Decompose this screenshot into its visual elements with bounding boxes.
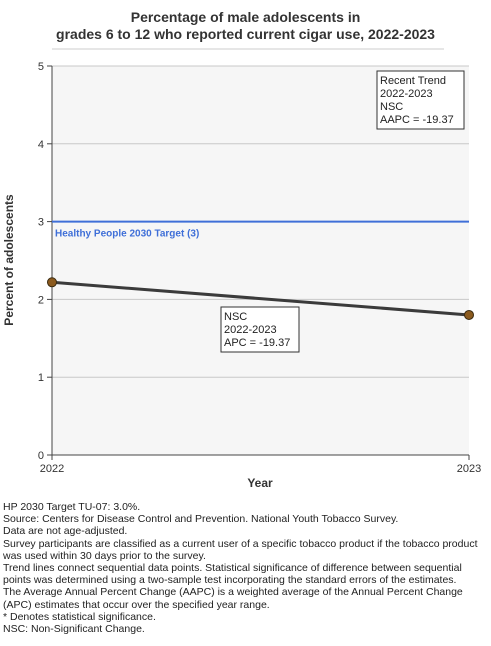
- y-tick-label: 3: [38, 217, 44, 229]
- data-point: [464, 309, 474, 320]
- y-tick-label: 5: [38, 61, 44, 73]
- segment-box-line: 2022-2023: [224, 324, 277, 336]
- y-tick-label: 1: [38, 372, 44, 384]
- y-axis-title: Percent of adolescents: [2, 194, 16, 326]
- chart: Percentage of male adolescents in grades…: [2, 9, 481, 490]
- footnote: Survey participants are classified as a …: [3, 537, 478, 562]
- segment-box-line: NSC: [224, 311, 247, 323]
- y-tick-label: 0: [38, 450, 44, 462]
- x-axis-title: Year: [247, 476, 273, 490]
- chart-title-line-1: Percentage of male adolescents in: [131, 9, 361, 25]
- plot-area: [52, 66, 469, 455]
- chart-title-line-2: grades 6 to 12 who reported current ciga…: [56, 26, 435, 42]
- footnote: NSC: Non-Significant Change.: [3, 623, 145, 636]
- data-point: [47, 277, 57, 288]
- target-layer: Healthy People 2030 Target (3): [52, 220, 469, 240]
- x-tick-label: 2022: [40, 463, 64, 475]
- footnote: * Denotes statistical significance.: [3, 610, 156, 623]
- y-tick-label: 2: [38, 294, 44, 306]
- footnote: The Average Annual Percent Change (AAPC)…: [3, 586, 463, 611]
- recent-trend-box-frame: [376, 70, 465, 130]
- recent-trend-box-line: AAPC = -19.37: [380, 114, 454, 126]
- footnote: Data are not age-adjusted.: [3, 525, 128, 538]
- footnotes: HP 2030 Target TU-07: 3.0%. Source: Cent…: [3, 501, 489, 635]
- series-layer: [47, 277, 474, 320]
- axes: 0 1 2 3 4 5 2022 2023: [38, 61, 481, 475]
- series-line: [51, 280, 470, 317]
- recent-trend-box-line: Recent Trend: [380, 75, 446, 87]
- footnote: HP 2030 Target TU-07: 3.0%.: [3, 501, 141, 513]
- recent-trend-box-line: 2022-2023: [380, 88, 433, 100]
- y-tick-label: 4: [38, 139, 44, 151]
- segment-box-frame: [220, 306, 300, 353]
- target-label: Healthy People 2030 Target (3): [55, 229, 199, 240]
- x-tick-label: 2023: [457, 463, 481, 475]
- footnote: Source: Centers for Disease Control and …: [3, 513, 399, 526]
- footnote: Trend lines connect sequential data poin…: [3, 562, 462, 587]
- recent-trend-box-line: NSC: [380, 101, 403, 113]
- segment-box-line: APC = -19.37: [224, 337, 290, 349]
